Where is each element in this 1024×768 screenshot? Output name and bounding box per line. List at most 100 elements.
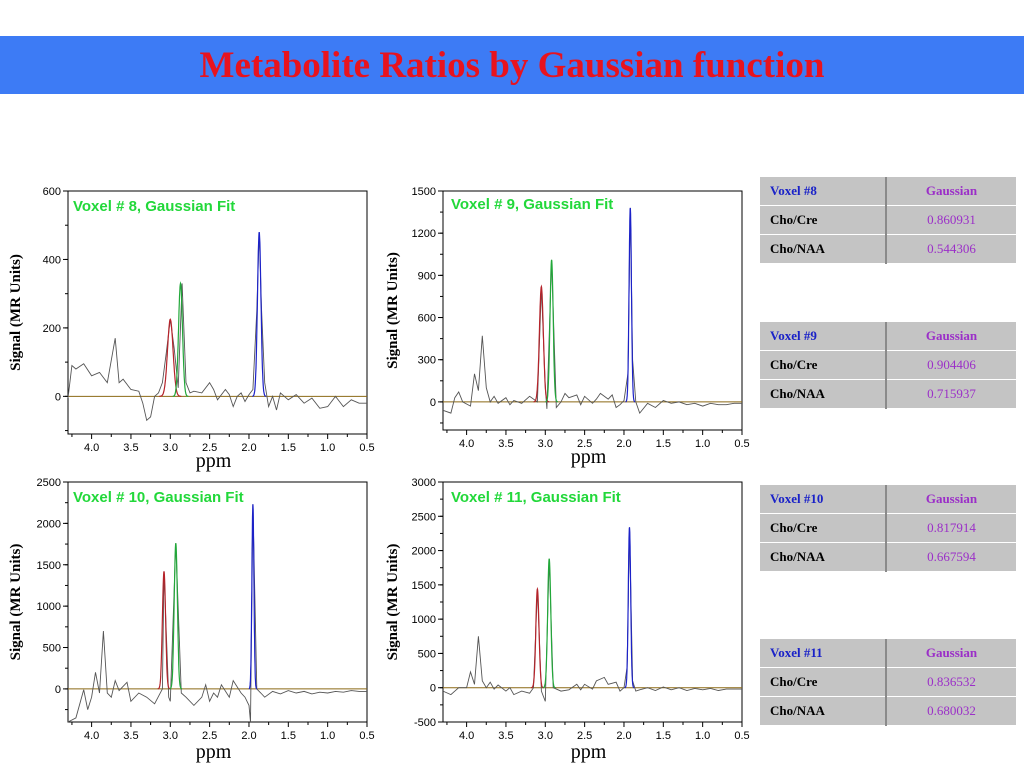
gaussian-fit-red [157, 571, 171, 690]
x-tick-label: 2.0 [616, 730, 631, 742]
y-tick-label: 1500 [412, 186, 436, 198]
table-header-key: Voxel #11 [760, 639, 887, 668]
ratio-table-voxel-9: Voxel #9 Gaussian Cho/Cre 0.904406 Cho/N… [760, 322, 1016, 409]
gaussian-fit-red [533, 284, 550, 403]
x-tick-label: 3.5 [498, 438, 513, 450]
table-row-value: 0.817914 [886, 513, 1016, 543]
x-tick-label: 0.5 [359, 442, 374, 454]
chart-panel-4: -500 0 500 1000 1500 2000 2500 3000 4.0 3.5 3.0 2.5… [385, 477, 750, 763]
title-bar [0, 36, 1024, 94]
gaussian-fit-green [542, 558, 556, 689]
table-header-value: Gaussian [886, 485, 1016, 514]
y-axis-label: Signal (MR Units) [8, 254, 24, 371]
y-tick-label: 600 [418, 313, 436, 325]
y-tick-label: 0 [430, 683, 436, 695]
y-tick-label: 400 [43, 254, 61, 266]
table-row-value: 0.680032 [886, 696, 1016, 726]
panel-label: Voxel # 11, Gaussian Fit [451, 489, 621, 506]
y-axis-label: Signal (MR Units) [385, 252, 401, 369]
gaussian-fit-green [545, 259, 558, 403]
table-header-value: Gaussian [886, 177, 1016, 206]
x-tick-label: 3.0 [538, 438, 553, 450]
plot-frame [67, 481, 368, 723]
gaussian-fit-red [159, 318, 182, 397]
y-tick-label: 300 [418, 355, 436, 367]
raw-spectrum-line [67, 504, 367, 723]
panel-label: Voxel # 8, Gaussian Fit [73, 198, 235, 215]
gaussian-fit-blue [252, 232, 267, 397]
x-tick-label: 1.5 [281, 730, 296, 742]
table-row-value: 0.860931 [886, 205, 1016, 235]
y-tick-label: 1000 [412, 614, 436, 626]
y-axis-label: Signal (MR Units) [8, 544, 24, 661]
gaussian-fit-green [169, 543, 183, 690]
y-tick-label: 500 [43, 643, 61, 655]
x-tick-label: 2.0 [241, 442, 256, 454]
x-tick-label: 0.5 [734, 438, 749, 450]
table-row-key: Cho/Cre [760, 513, 887, 543]
x-tick-label: 2.5 [577, 730, 592, 742]
y-tick-label: 200 [43, 323, 61, 335]
y-tick-label: 900 [418, 270, 436, 282]
table-row-key: Cho/NAA [760, 696, 887, 726]
raw-spectrum-line [67, 232, 367, 422]
x-tick-label: 4.0 [84, 442, 99, 454]
raw-spectrum-line [442, 527, 742, 702]
y-tick-label: 0 [55, 391, 61, 403]
x-tick-label: 4.0 [84, 730, 99, 742]
panel-label: Voxel # 10, Gaussian Fit [73, 489, 244, 506]
plot-frame [442, 190, 743, 431]
gaussian-fit-blue [248, 504, 258, 690]
table-row-value: 0.836532 [886, 667, 1016, 697]
chart-panel-2: 0 300 600 900 1200 1500 4.0 3.5 3.0 2.5 2.0 1.5 1.0 0… [385, 186, 750, 468]
table-row-key: Cho/NAA [760, 542, 887, 572]
x-tick-label: 1.0 [320, 730, 335, 742]
x-tick-label: 4.0 [459, 438, 474, 450]
x-tick-label: 1.0 [695, 730, 710, 742]
chart-panel-1: 0 200 400 600 4.0 3.5 3.0 2.5 2.0 1.5 1.0 0.5 Voxel … [8, 186, 375, 472]
x-tick-label: 0.5 [359, 730, 374, 742]
chart-panel-3: 0 500 1000 1500 2000 2500 4.0 3.5 3.0 2.5 2.0 1.5 1.… [8, 477, 375, 763]
page-title: Metabolite Ratios by Gaussian function [199, 45, 825, 86]
y-tick-label: 1500 [412, 580, 436, 592]
table-row-key: Cho/Cre [760, 667, 887, 697]
table-row-key: Cho/Cre [760, 350, 887, 380]
ratio-table-voxel-10: Voxel #10 Gaussian Cho/Cre 0.817914 Cho/… [760, 485, 1016, 572]
table-header-value: Gaussian [886, 322, 1016, 351]
y-tick-label: 1000 [37, 601, 61, 613]
y-tick-label: 2000 [37, 518, 61, 530]
x-tick-label: 3.5 [123, 442, 138, 454]
ratio-table-voxel-11: Voxel #11 Gaussian Cho/Cre 0.836532 Cho/… [760, 639, 1016, 726]
x-tick-label: 1.5 [656, 438, 671, 450]
x-tick-label: 3.5 [498, 730, 513, 742]
x-tick-label: 3.0 [538, 730, 553, 742]
table-row-value: 0.715937 [886, 379, 1016, 409]
table-header-key: Voxel #9 [760, 322, 887, 351]
x-axis-label: ppm [196, 450, 232, 472]
x-axis-label: ppm [571, 741, 607, 763]
x-tick-label: 0.5 [734, 730, 749, 742]
gaussian-fit-green [172, 281, 189, 397]
y-tick-label: 0 [430, 397, 436, 409]
panel-label: Voxel # 9, Gaussian Fit [451, 196, 613, 213]
x-tick-label: 3.0 [163, 730, 178, 742]
table-header-key: Voxel #8 [760, 177, 887, 206]
plot-frame [67, 190, 368, 435]
y-tick-label: 3000 [412, 477, 436, 489]
x-tick-label: 4.0 [459, 730, 474, 742]
x-tick-label: 2.5 [577, 438, 592, 450]
y-tick-label: 500 [418, 648, 436, 660]
y-axis-label: Signal (MR Units) [385, 544, 401, 661]
raw-spectrum-line [442, 207, 742, 415]
x-tick-label: 1.0 [320, 442, 335, 454]
x-axis-label: ppm [196, 741, 232, 763]
x-tick-label: 1.0 [695, 438, 710, 450]
y-tick-label: 600 [43, 186, 61, 198]
table-row-value: 0.667594 [886, 542, 1016, 572]
x-tick-label: 1.5 [656, 730, 671, 742]
x-tick-label: 2.0 [616, 438, 631, 450]
x-tick-label: 1.5 [281, 442, 296, 454]
ratio-table-voxel-8: Voxel #8 Gaussian Cho/Cre 0.860931 Cho/N… [760, 177, 1016, 264]
table-row-key: Cho/Cre [760, 205, 887, 235]
